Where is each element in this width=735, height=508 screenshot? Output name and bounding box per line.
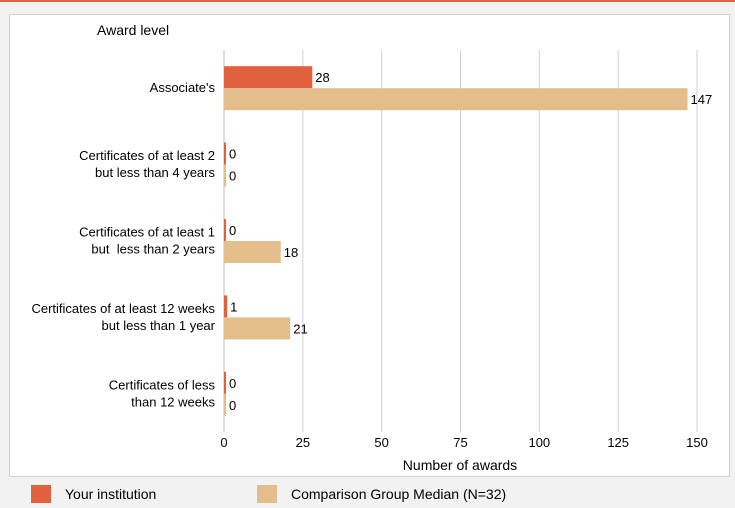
category-label: Certificates of at least 12 weeks but les… — [31, 301, 215, 333]
bar-your-institution — [224, 295, 228, 318]
bar-your-institution — [224, 66, 313, 89]
bar-comparison-group — [224, 393, 226, 416]
legend-swatch-comparison-group — [257, 485, 277, 503]
legend-label-comparison-group: Comparison Group Median (N=32) — [291, 486, 507, 502]
bar-chart: Award level 28 147 0 0 0 18 1 21 0 0 Associate's C… — [31, 22, 712, 473]
category-label: Certificates of less than 12 weeks — [109, 377, 216, 409]
bar-value-label: 28 — [315, 70, 329, 85]
x-tick-label: 25 — [296, 435, 310, 450]
x-tick-label: 50 — [374, 435, 388, 450]
bar-value-label: 0 — [229, 398, 236, 413]
bar-comparison-group — [224, 164, 226, 187]
x-tick-label: 125 — [607, 435, 629, 450]
bar-value-label: 18 — [284, 245, 298, 260]
x-tick-label: 75 — [453, 435, 467, 450]
category-label: Certificates of at least 1 but less than … — [79, 225, 215, 257]
x-axis-ticks: 0 25 50 75 100 125 150 — [220, 435, 707, 450]
category-label: Associate's — [150, 80, 216, 95]
bar-value-label: 1 — [230, 299, 237, 314]
top-accent-rule — [0, 0, 735, 2]
legend: Your institution Comparison Group Median… — [0, 480, 735, 508]
bar-value-label: 0 — [229, 223, 236, 238]
x-axis-title: Number of awards — [403, 457, 517, 473]
chart-title: Award level — [97, 22, 169, 38]
bar-comparison-group — [224, 317, 291, 340]
bar-value-label: 147 — [691, 92, 713, 107]
legend-item-your-institution: Your institution — [31, 484, 156, 504]
bar-value-label: 0 — [229, 147, 236, 162]
bar-comparison-group — [224, 241, 281, 263]
legend-item-comparison-group: Comparison Group Median (N=32) — [257, 484, 506, 504]
bar-comparison-group — [224, 88, 688, 111]
legend-label-your-institution: Your institution — [65, 486, 157, 502]
bar-value-label: 0 — [229, 169, 236, 184]
bar-your-institution — [224, 142, 226, 165]
category-label: Certificates of at least 2 but less than … — [79, 148, 215, 180]
bar-your-institution — [224, 371, 226, 394]
x-tick-label: 100 — [528, 435, 550, 450]
category-labels: Associate's Certificates of at least 2 but… — [31, 80, 215, 409]
bars: 28 147 0 0 0 18 1 21 0 0 — [224, 66, 712, 416]
bar-value-label: 21 — [293, 321, 307, 336]
bar-value-label: 0 — [229, 376, 236, 391]
x-tick-label: 0 — [220, 435, 227, 450]
x-tick-label: 150 — [686, 435, 708, 450]
legend-swatch-your-institution — [31, 485, 51, 503]
bar-your-institution — [224, 219, 226, 241]
